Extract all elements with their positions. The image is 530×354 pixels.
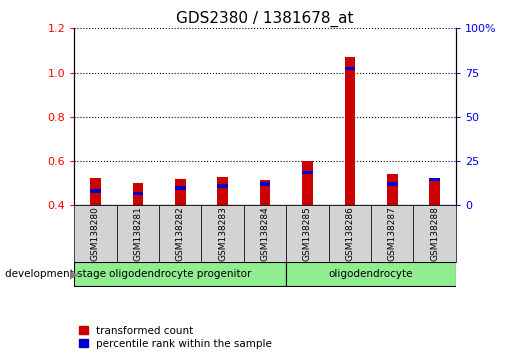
- Text: GSM138284: GSM138284: [261, 206, 269, 261]
- FancyBboxPatch shape: [413, 205, 456, 262]
- FancyBboxPatch shape: [329, 205, 371, 262]
- FancyBboxPatch shape: [244, 205, 286, 262]
- Bar: [175, 179, 186, 205]
- FancyBboxPatch shape: [371, 205, 413, 262]
- Text: GSM138280: GSM138280: [91, 206, 100, 261]
- Bar: [175, 186, 186, 190]
- Bar: [260, 180, 270, 205]
- FancyBboxPatch shape: [286, 262, 456, 286]
- Bar: [387, 175, 398, 205]
- Title: GDS2380 / 1381678_at: GDS2380 / 1381678_at: [176, 11, 354, 27]
- Bar: [302, 171, 313, 174]
- Text: GSM138288: GSM138288: [430, 206, 439, 261]
- Text: GSM138285: GSM138285: [303, 206, 312, 261]
- Bar: [132, 183, 143, 205]
- Text: GSM138283: GSM138283: [218, 206, 227, 261]
- Text: GSM138287: GSM138287: [388, 206, 396, 261]
- FancyBboxPatch shape: [74, 262, 286, 286]
- Bar: [387, 182, 398, 185]
- Text: ▶: ▶: [70, 269, 78, 279]
- FancyBboxPatch shape: [286, 205, 329, 262]
- Bar: [429, 178, 440, 181]
- FancyBboxPatch shape: [117, 205, 159, 262]
- Text: oligodendrocyte progenitor: oligodendrocyte progenitor: [109, 269, 251, 279]
- Bar: [217, 177, 228, 205]
- FancyBboxPatch shape: [201, 205, 244, 262]
- Legend: transformed count, percentile rank within the sample: transformed count, percentile rank withi…: [80, 326, 272, 349]
- Bar: [90, 189, 101, 193]
- FancyBboxPatch shape: [74, 205, 117, 262]
- Bar: [260, 182, 270, 185]
- Text: GSM138281: GSM138281: [134, 206, 142, 261]
- Text: development stage: development stage: [5, 269, 107, 279]
- Bar: [429, 179, 440, 205]
- Text: GSM138282: GSM138282: [176, 206, 184, 261]
- Bar: [132, 192, 143, 195]
- Text: oligodendrocyte: oligodendrocyte: [329, 269, 413, 279]
- Bar: [217, 184, 228, 188]
- Text: GSM138286: GSM138286: [346, 206, 354, 261]
- Bar: [90, 178, 101, 205]
- Bar: [302, 161, 313, 205]
- Bar: [344, 67, 355, 70]
- Bar: [344, 57, 355, 205]
- FancyBboxPatch shape: [159, 205, 201, 262]
